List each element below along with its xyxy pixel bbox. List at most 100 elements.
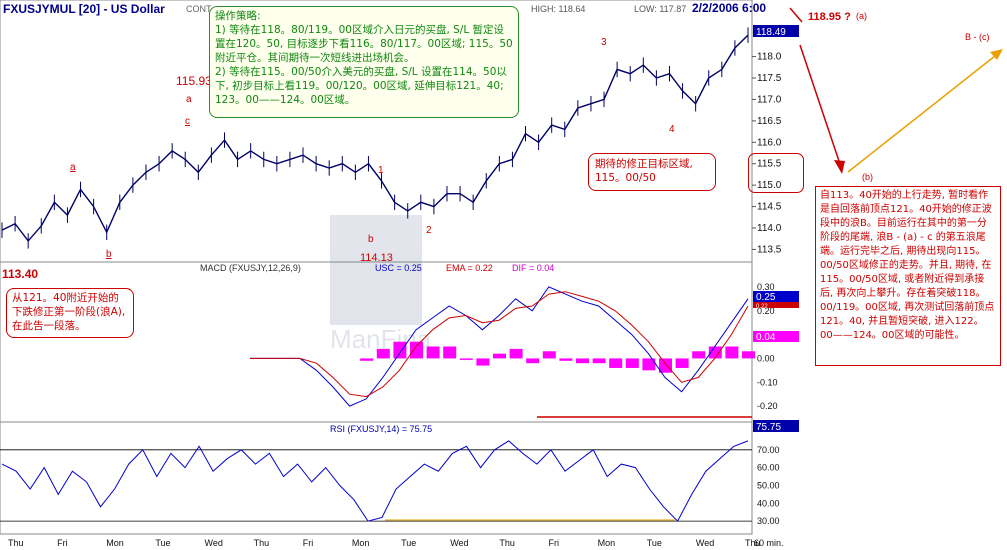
macd-histogram-bar	[708, 346, 722, 359]
macd-ema-value: 0.22	[756, 304, 768, 310]
x-tick-label: Wed	[450, 538, 468, 548]
x-tick-label: Wed	[205, 538, 223, 548]
price-series-line	[1, 34, 749, 243]
price-tick-label: 117.5	[757, 73, 782, 84]
price-tick-label: 117.0	[757, 94, 782, 105]
rsi-current-badge	[753, 420, 799, 432]
price-tick-label: 115.0	[757, 180, 782, 191]
macd-dif-label: DIF = 0.04	[512, 263, 554, 273]
x-tick-label: Thu	[254, 538, 270, 548]
macd-usc-line	[250, 286, 749, 407]
macd-histogram-bar	[360, 358, 374, 361]
macd-tick-label: -0.20	[757, 401, 778, 411]
label-wave-b-1: b	[106, 249, 112, 260]
x-tick-label: Thu	[8, 538, 24, 548]
macd-usc-value: 0.25	[756, 292, 776, 303]
macd-tick-label: 0.00	[757, 353, 775, 363]
left-wave-a-note: 从121。40附近开始的下跌修正第一阶段(浪A), 在此告一段落。	[6, 288, 134, 338]
rsi-current-value: 75.75	[756, 422, 781, 433]
price-current-badge	[753, 25, 799, 37]
macd-histogram-bar	[459, 358, 473, 360]
strategy-item-1: 1) 等待在118。80/119。00区域介入日元的买盘, S/L 暂定设置在1…	[215, 24, 513, 64]
price-tick-label: 114.0	[757, 223, 782, 234]
label-wave-a-1: a	[70, 162, 76, 173]
target-zone-note: 期待的修正目标区域, 115。00/50	[588, 153, 716, 191]
macd-tick-label: -0.10	[757, 377, 778, 387]
label-115-93: 115.93	[176, 74, 212, 88]
price-tick-label: 113.5	[757, 244, 782, 255]
macd-histogram-bar	[443, 346, 457, 359]
rsi-tick-label: 30.00	[757, 516, 780, 526]
macd-usc-badge	[753, 291, 799, 302]
projection-arrows	[789, 7, 1003, 174]
rsi-series-line	[1, 440, 749, 522]
macd-histogram-bar	[493, 353, 506, 359]
macd-histogram-bar	[642, 358, 656, 371]
x-tick-label: Wed	[696, 538, 714, 548]
strategy-item-2: 2) 等待在115。00/50介入美元的买盘, S/L 设置在114。50以下,…	[215, 66, 507, 106]
macd-dif-badge	[753, 331, 799, 342]
macd-title: MACD (FXUSJY,12,26,9)	[200, 263, 301, 273]
price-tick-label: 116.5	[757, 116, 782, 127]
x-tick-label: Fri	[57, 538, 67, 548]
macd-histogram-bar	[609, 358, 623, 368]
x-tick-label: Mon	[352, 538, 370, 548]
rsi-title: RSI (FXUSJY,14) = 75.75	[330, 424, 432, 434]
macd-usc-label: USC = 0.25	[375, 263, 422, 273]
macd-histogram-bar	[393, 341, 407, 359]
macd-histogram-bar	[376, 348, 390, 359]
macd-histogram-bar	[526, 358, 540, 364]
strategy-note: 操作策略: 1) 等待在118。80/119。00区域介入日元的买盘, S/L …	[209, 6, 519, 118]
macd-histogram-bar	[476, 358, 490, 366]
macd-histogram-bar	[625, 358, 639, 368]
x-tick-label: Thu	[745, 538, 761, 548]
chart-symbol-title: FXUSJYMUL [20] - US Dollar	[3, 2, 165, 16]
chart-datetime: 2/2/2006 6:00	[692, 1, 766, 15]
x-tick-label: Fri	[548, 538, 559, 548]
label-wave-a-paren: (a)	[856, 11, 867, 21]
macd-histogram-bar	[692, 351, 706, 359]
price-current-value: 118.49	[756, 27, 786, 38]
price-tick-label: 115.5	[757, 159, 782, 170]
label-118-95: 118.95 ?	[808, 11, 851, 23]
macd-histogram-bar	[509, 348, 523, 359]
x-tick-label: Mon	[598, 538, 616, 548]
rsi-tick-label: 60.00	[757, 463, 780, 473]
label-wave-2: 2	[426, 225, 432, 236]
rsi-tick-label: 40.00	[757, 498, 780, 508]
target-zone-highlight	[748, 153, 804, 193]
macd-ema-label: EMA = 0.22	[446, 263, 493, 273]
label-wave-b-c: B - (c)	[965, 32, 990, 42]
macd-histogram-bar	[426, 346, 440, 359]
macd-histogram-bar	[576, 358, 589, 364]
macd-histogram-bar	[725, 346, 739, 359]
macd-histogram-bar	[542, 351, 556, 359]
price-tick-label: 118.0	[757, 52, 782, 63]
macd-dif-value: 0.04	[756, 332, 776, 343]
macd-histogram-bar	[410, 341, 423, 359]
macd-ema-badge	[753, 302, 799, 308]
macd-histogram-bar	[592, 358, 606, 364]
rsi-tick-label: 70.00	[757, 445, 780, 455]
label-wave-c: c	[185, 116, 190, 127]
price-tick-label: 116.0	[757, 137, 782, 148]
chart-cont-label: CONT	[186, 4, 212, 14]
macd-tick-label: 0.30	[757, 282, 775, 292]
macd-histogram-bar	[742, 351, 755, 359]
chart-low-label: LOW: 117.87	[634, 4, 686, 14]
watermark-logo: ManFina	[330, 215, 432, 354]
rsi-tick-label: 50.00	[757, 480, 780, 490]
label-113-40: 113.40	[2, 267, 38, 281]
chart-high-label: HIGH: 118.64	[531, 4, 585, 14]
x-tick-label: Tue	[155, 538, 170, 548]
label-wave-4: 4	[669, 124, 675, 135]
strategy-title: 操作策略:	[215, 10, 261, 22]
rsi-panel	[0, 421, 753, 535]
label-wave-b-2: b	[368, 234, 374, 245]
x-tick-label: Mon	[106, 538, 124, 548]
label-wave-1: 1	[378, 165, 384, 176]
macd-ema-line	[250, 291, 749, 398]
macd-histogram-bar	[559, 358, 573, 361]
macd-histogram-bar	[675, 358, 689, 368]
x-tick-label: Fri	[303, 538, 314, 548]
